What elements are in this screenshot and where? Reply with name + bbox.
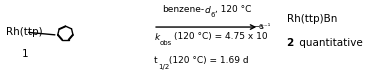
Text: quantitative: quantitative xyxy=(296,38,363,48)
Text: , 120 °C: , 120 °C xyxy=(215,5,251,14)
Text: Rh(ttp): Rh(ttp) xyxy=(6,27,42,37)
Text: $d$: $d$ xyxy=(204,4,212,15)
Text: 1/2: 1/2 xyxy=(158,64,169,70)
Text: 1: 1 xyxy=(22,49,28,59)
Text: $k$: $k$ xyxy=(154,31,162,42)
Text: Rh(ttp)Bn: Rh(ttp)Bn xyxy=(287,14,337,24)
Text: −6: −6 xyxy=(254,24,264,30)
Text: 2: 2 xyxy=(287,38,294,48)
Text: t: t xyxy=(154,56,158,65)
Text: obs: obs xyxy=(160,40,172,46)
Text: (120 °C) = 1.69 d: (120 °C) = 1.69 d xyxy=(166,56,249,65)
Text: (120 °C) = 4.75 x 10: (120 °C) = 4.75 x 10 xyxy=(174,32,268,41)
Text: benzene-: benzene- xyxy=(162,5,204,14)
Text: 6: 6 xyxy=(211,12,215,19)
Text: s⁻¹: s⁻¹ xyxy=(259,24,271,30)
